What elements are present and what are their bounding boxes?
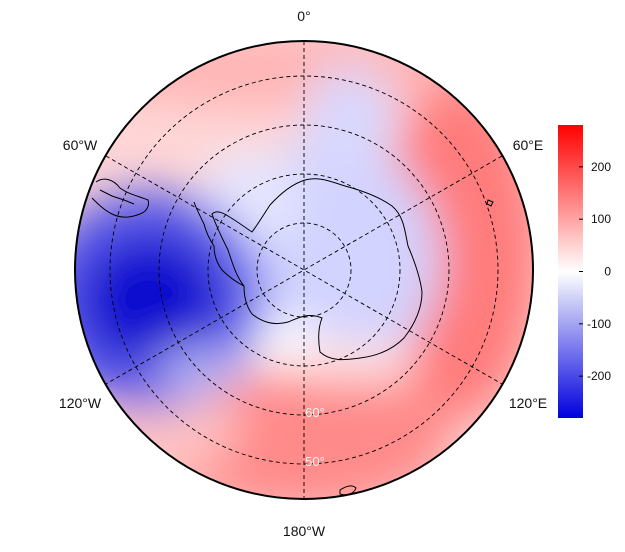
lon-label-bottom: 180°W <box>283 523 326 539</box>
lon-label-top: 0° <box>297 8 310 24</box>
antarctica-coastline <box>211 178 423 361</box>
colorbar-tick-label: 0 <box>604 265 611 279</box>
map-boundary <box>74 40 534 500</box>
south-america-coastline <box>91 178 149 218</box>
lon-label-upper-left: 60°W <box>63 137 98 153</box>
south-america-east-coast <box>99 189 135 205</box>
meridians <box>105 41 503 499</box>
lat-label-50: 50° <box>305 454 325 469</box>
peninsula-coastline <box>193 201 245 287</box>
kerguelen-island <box>486 199 494 207</box>
lon-label-upper-right: 60°E <box>513 137 544 153</box>
colorbar-tick-label: -100 <box>587 317 611 331</box>
lon-label-lower-right: 120°E <box>509 395 547 411</box>
lon-label-lower-left: 120°W <box>59 395 102 411</box>
colorbar-tick-label: 100 <box>591 212 611 226</box>
meridian-60w-120e <box>105 155 503 385</box>
colorbar-gradient <box>558 125 583 418</box>
meridian-60e-120w <box>105 155 503 385</box>
coastlines <box>91 178 494 496</box>
colorbar: 200 100 0 -100 -200 <box>558 125 611 418</box>
colorbar-tick-label: 200 <box>591 160 611 174</box>
colorbar-tick-label: -200 <box>587 369 611 383</box>
lat-label-60: 60° <box>305 405 325 420</box>
anomaly-field <box>75 41 533 499</box>
colorbar-ticks: 200 100 0 -100 -200 <box>579 160 611 383</box>
